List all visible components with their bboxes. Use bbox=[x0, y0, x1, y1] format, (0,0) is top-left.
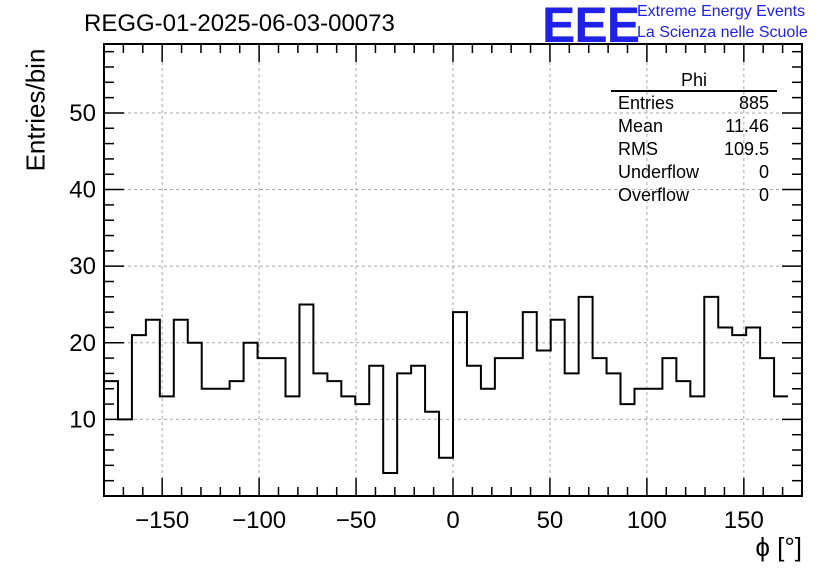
chart-title: REGG-01-2025-06-03-00073 bbox=[84, 10, 395, 37]
x-tick-label: −150 bbox=[135, 507, 189, 534]
stats-row-mean: Mean 11.46 bbox=[611, 115, 777, 138]
stats-value: 885 bbox=[738, 93, 769, 113]
histogram-line bbox=[104, 295, 789, 475]
x-tick-label: −50 bbox=[336, 507, 377, 534]
stats-label: Mean bbox=[618, 116, 664, 136]
logo-text-line2: La Scienza nelle Scuole bbox=[637, 24, 808, 41]
stats-value: 0 bbox=[758, 162, 769, 182]
stats-row-entries: Entries 885 bbox=[611, 92, 777, 115]
plot-frame bbox=[103, 43, 803, 497]
stats-value: 0 bbox=[758, 185, 769, 205]
x-tick-label: 150 bbox=[724, 507, 764, 534]
eee-logo: EEE bbox=[542, 0, 640, 53]
stats-label: Overflow bbox=[618, 185, 690, 205]
x-axis-label: ϕ [°] bbox=[755, 532, 802, 562]
tick-labels: −150 −100 −50 0 50 100 150 10 20 30 40 50 bbox=[69, 100, 764, 534]
axis-ticks bbox=[103, 44, 803, 496]
stats-label: Entries bbox=[618, 93, 675, 113]
logo-text-line1: Extreme Energy Events bbox=[637, 3, 806, 20]
stats-label: Underflow bbox=[618, 162, 700, 182]
y-tick-label: 30 bbox=[69, 253, 96, 280]
stats-value: 11.46 bbox=[725, 116, 769, 136]
stats-value: 109.5 bbox=[723, 139, 769, 159]
y-tick-label: 10 bbox=[69, 406, 96, 433]
stats-row-overflow: Overflow 0 bbox=[611, 184, 777, 207]
x-tick-label: 50 bbox=[537, 507, 564, 534]
x-tick-label: −100 bbox=[232, 507, 286, 534]
stats-row-rms: RMS 109.5 bbox=[611, 138, 777, 161]
x-tick-label: 100 bbox=[627, 507, 667, 534]
stats-row-underflow: Underflow 0 bbox=[611, 161, 777, 184]
y-axis-label: Entries/bin bbox=[20, 48, 51, 172]
stats-box: Phi Entries 885 Mean 11.46 RMS 109.5 Und… bbox=[611, 70, 777, 207]
y-tick-label: 50 bbox=[69, 100, 96, 127]
stats-title: Phi bbox=[611, 70, 777, 92]
stats-label: RMS bbox=[618, 139, 658, 159]
y-tick-label: 20 bbox=[69, 330, 96, 357]
x-tick-label: 0 bbox=[446, 507, 459, 534]
y-tick-label: 40 bbox=[69, 177, 96, 204]
